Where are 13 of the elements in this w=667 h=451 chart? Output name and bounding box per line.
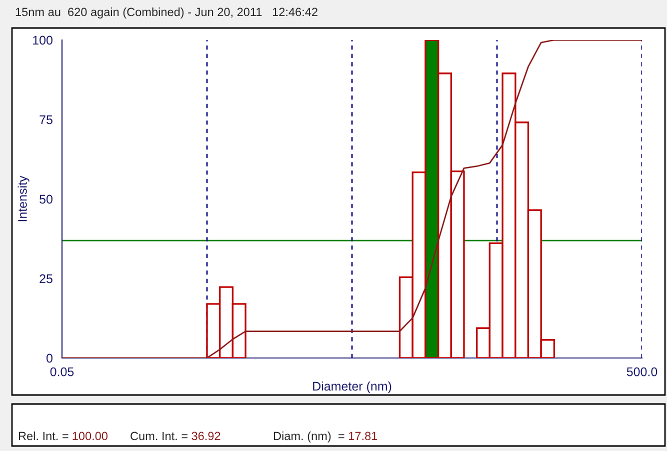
text: Rel. Int. = 100.00 [18,431,108,440]
x-axis-title: Diameter (nm) [313,381,392,394]
y-tick-label: 100 [33,36,52,45]
y-tick-label: 0 [46,354,52,363]
text: Cum. Int. = 36.92 [130,432,220,440]
y-tick-label: 50 [40,194,52,204]
chart-title: 15nm au 620 again (Combined) - Jun 20, 2011 12:46:42 [16,8,318,18]
y-tick-label: 75 [40,115,52,124]
text: Diam. (nm) = 17.81 [274,431,378,442]
y-tick-label: 25 [40,274,52,284]
x-tick-label: 0.05 [50,367,74,376]
y-axis-title: Intensity [18,176,30,222]
x-tick-label: 500.0 [626,367,658,376]
